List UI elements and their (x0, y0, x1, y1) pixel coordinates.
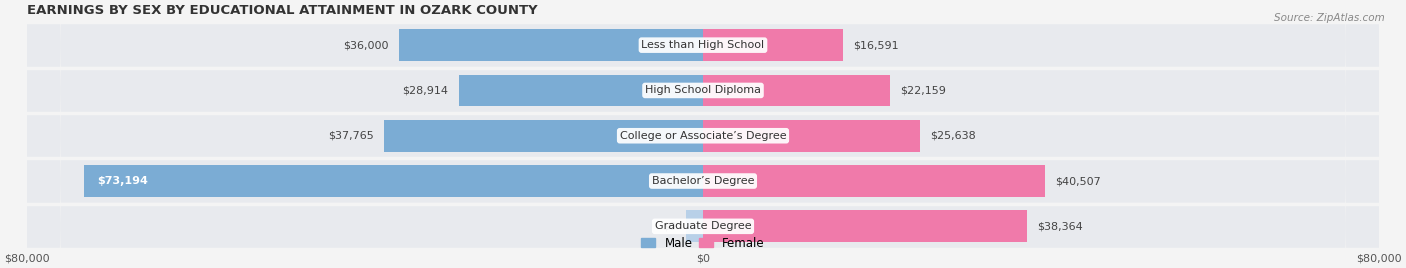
Text: $25,638: $25,638 (929, 131, 976, 141)
Bar (703, 210, 1028, 242)
Text: $40,507: $40,507 (1056, 176, 1101, 186)
Text: EARNINGS BY SEX BY EDUCATIONAL ATTAINMENT IN OZARK COUNTY: EARNINGS BY SEX BY EDUCATIONAL ATTAINMEN… (27, 4, 537, 17)
Bar (399, 29, 703, 61)
Text: $38,364: $38,364 (1038, 221, 1083, 231)
Text: $37,765: $37,765 (328, 131, 374, 141)
Text: Source: ZipAtlas.com: Source: ZipAtlas.com (1274, 13, 1385, 23)
Text: Graduate Degree: Graduate Degree (655, 221, 751, 231)
Text: $28,914: $28,914 (402, 85, 449, 95)
Bar (686, 210, 703, 242)
Bar (458, 75, 703, 106)
Bar (703, 29, 844, 61)
FancyBboxPatch shape (27, 0, 1379, 268)
Text: $73,194: $73,194 (97, 176, 148, 186)
Text: High School Diploma: High School Diploma (645, 85, 761, 95)
Bar (703, 75, 890, 106)
FancyBboxPatch shape (27, 0, 1379, 268)
Text: College or Associate’s Degree: College or Associate’s Degree (620, 131, 786, 141)
Bar (384, 120, 703, 152)
FancyBboxPatch shape (27, 0, 1379, 268)
Bar (84, 165, 703, 197)
Text: $22,159: $22,159 (900, 85, 946, 95)
Bar (703, 120, 920, 152)
Bar (703, 165, 1045, 197)
Text: $16,591: $16,591 (853, 40, 898, 50)
Text: Bachelor’s Degree: Bachelor’s Degree (652, 176, 754, 186)
Text: Less than High School: Less than High School (641, 40, 765, 50)
Text: $0: $0 (662, 221, 676, 231)
FancyBboxPatch shape (27, 0, 1379, 268)
FancyBboxPatch shape (27, 0, 1379, 268)
Text: $36,000: $36,000 (343, 40, 388, 50)
Legend: Male, Female: Male, Female (637, 232, 769, 254)
